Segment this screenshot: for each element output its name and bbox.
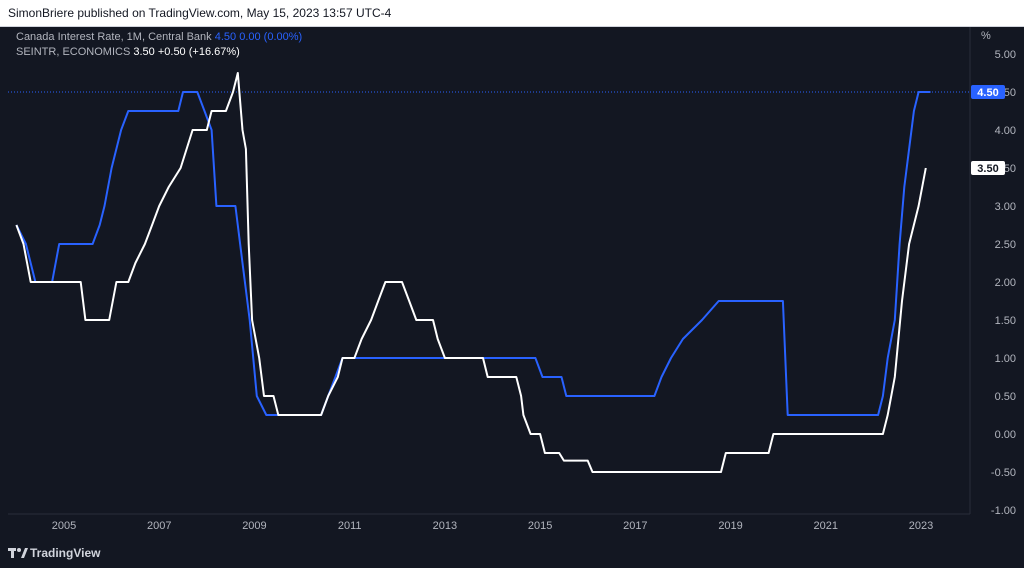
y-tick-label: 5.00 <box>995 49 1016 61</box>
legend-series-1-name: Canada Interest Rate, 1M, Central Bank <box>16 31 212 43</box>
y-tick-label: 3.00 <box>995 201 1016 213</box>
y-tick-label: 0.00 <box>995 429 1016 441</box>
x-tick-label: 2017 <box>623 520 647 532</box>
tradingview-logo-icon[interactable] <box>8 546 28 560</box>
last-value-label-2: 3.50 <box>977 163 998 175</box>
y-tick-label: 2.00 <box>995 277 1016 289</box>
chart[interactable]: % 5.00 4.50 4.00 3.50 3.00 2.50 2.00 1.50 1.00 0.5… <box>0 27 1024 541</box>
x-tick-label: 2009 <box>242 520 266 532</box>
series-line-2 <box>15 72 927 473</box>
y-tick-label: 1.00 <box>995 353 1016 365</box>
last-value-badge-1 <box>971 85 1005 99</box>
x-tick-label: 2015 <box>528 520 552 532</box>
x-tick-label: 2023 <box>909 520 933 532</box>
y-tick-label: 1.50 <box>995 315 1016 327</box>
x-tick-label: 2005 <box>52 520 76 532</box>
legend-series-2-last: 3.50 <box>133 46 155 58</box>
x-tick-label: 2011 <box>338 520 362 532</box>
legend-series-1-last: 4.50 <box>214 31 237 43</box>
x-tick-label: 2019 <box>718 520 742 532</box>
y-tick-label: 0.50 <box>995 391 1016 403</box>
x-tick-label: 2021 <box>814 520 838 532</box>
legend-series-2-name: SEINTR, ECONOMICS <box>16 46 131 58</box>
last-value-label-1: 4.50 <box>977 87 998 99</box>
publish-header: SimonBriere published on TradingView.com… <box>0 0 1024 27</box>
x-tick-label: 2007 <box>147 520 171 532</box>
legend-series-2[interactable]: SEINTR, ECONOMICS 3.50 +0.50 (+16.67%) <box>16 46 240 58</box>
footer <box>0 541 1024 568</box>
y-tick-label: 2.50 <box>995 239 1016 251</box>
x-tick-label: 2013 <box>433 520 457 532</box>
footer-brand[interactable]: TradingView <box>30 546 101 560</box>
last-value-badge-2 <box>971 161 1005 175</box>
publish-text: SimonBriere published on TradingView.com… <box>8 6 392 20</box>
legend-series-2-change: +0.50 (+16.67%) <box>157 46 240 58</box>
y-tick-label: -1.00 <box>991 505 1016 517</box>
y-tick-label: -0.50 <box>991 467 1016 479</box>
y-tick-label: 4.00 <box>995 125 1016 137</box>
legend-series-1[interactable]: Canada Interest Rate, 1M, Central Bank 4… <box>16 31 302 43</box>
series-line-1 <box>15 91 931 416</box>
legend-series-1-change: 0.00 (0.00%) <box>239 31 303 43</box>
y-axis-unit: % <box>981 30 991 42</box>
